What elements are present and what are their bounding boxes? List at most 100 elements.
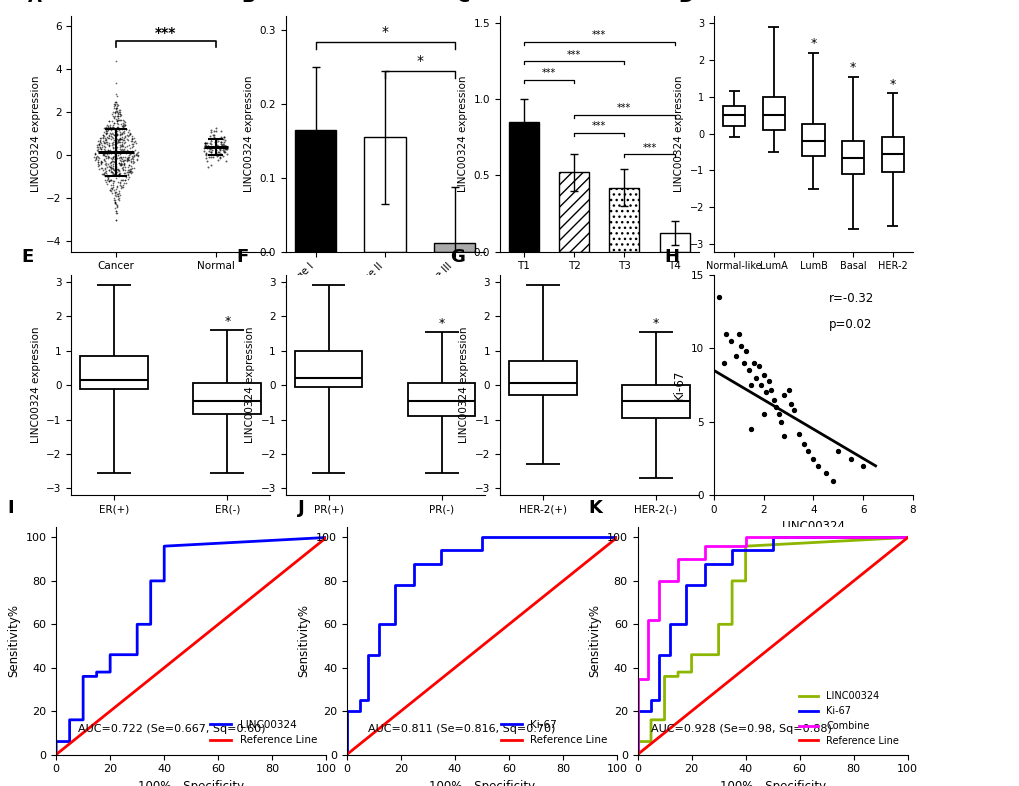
Point bbox=[113, 181, 129, 193]
Point bbox=[104, 166, 120, 178]
Point bbox=[110, 136, 126, 149]
Point bbox=[99, 170, 115, 182]
Point bbox=[755, 369, 771, 381]
Point bbox=[120, 163, 137, 176]
Text: E: E bbox=[21, 248, 34, 266]
Ki-67 bbox=[652, 650, 664, 659]
Point bbox=[90, 141, 106, 153]
Point bbox=[216, 139, 232, 152]
Point bbox=[110, 123, 126, 136]
Point bbox=[125, 140, 142, 152]
Text: C: C bbox=[455, 0, 469, 6]
Point bbox=[200, 141, 216, 154]
LINC00324 bbox=[644, 736, 656, 746]
Ki-67 bbox=[408, 581, 420, 590]
Point bbox=[105, 163, 121, 175]
Point bbox=[121, 127, 138, 140]
Point bbox=[108, 136, 124, 149]
Point bbox=[198, 147, 214, 160]
Point bbox=[100, 164, 116, 177]
Point bbox=[102, 174, 118, 186]
Ki-67 bbox=[663, 619, 676, 629]
Point bbox=[103, 165, 119, 178]
Point bbox=[104, 138, 120, 150]
Point bbox=[117, 174, 133, 186]
Point bbox=[104, 155, 120, 167]
Point bbox=[104, 122, 120, 134]
Point bbox=[91, 138, 107, 150]
Point bbox=[100, 119, 116, 132]
Point bbox=[108, 90, 124, 102]
Point bbox=[107, 202, 123, 215]
Ki-67 bbox=[680, 581, 692, 590]
Point bbox=[107, 96, 123, 108]
Point bbox=[109, 114, 125, 127]
Point bbox=[108, 152, 124, 165]
Point bbox=[100, 144, 116, 156]
Point bbox=[118, 123, 135, 136]
Point bbox=[87, 150, 103, 163]
Point bbox=[103, 156, 119, 168]
Point bbox=[112, 159, 128, 171]
Point bbox=[757, 386, 773, 399]
Point bbox=[95, 148, 111, 160]
Point bbox=[123, 138, 140, 150]
Point bbox=[202, 129, 218, 141]
Point bbox=[92, 141, 108, 154]
Point bbox=[100, 152, 116, 164]
Line: LINC00324: LINC00324 bbox=[56, 538, 326, 755]
Point bbox=[108, 157, 124, 170]
Point bbox=[110, 121, 126, 134]
Point bbox=[101, 140, 117, 152]
Point bbox=[111, 168, 127, 181]
Point bbox=[107, 109, 123, 122]
Point bbox=[210, 149, 226, 161]
Text: r=-0.32: r=-0.32 bbox=[828, 292, 873, 304]
Text: p=0.02: p=0.02 bbox=[828, 318, 872, 331]
Point bbox=[210, 154, 226, 167]
Point bbox=[96, 140, 112, 152]
Point bbox=[214, 141, 230, 153]
Point bbox=[108, 160, 124, 172]
Point bbox=[99, 119, 115, 131]
Point bbox=[99, 158, 115, 171]
Text: ***: *** bbox=[616, 103, 631, 113]
Point bbox=[105, 141, 121, 153]
Point bbox=[93, 156, 109, 169]
Point bbox=[101, 139, 117, 152]
Point bbox=[710, 291, 727, 303]
Point bbox=[127, 143, 144, 156]
Point bbox=[738, 345, 754, 358]
Point bbox=[213, 138, 229, 151]
Point bbox=[106, 129, 122, 141]
Point bbox=[126, 149, 143, 162]
Point bbox=[217, 134, 233, 146]
Y-axis label: LINC00324 expression: LINC00324 expression bbox=[458, 75, 468, 192]
X-axis label: 100% - Specificity: 100% - Specificity bbox=[718, 780, 825, 786]
Point bbox=[108, 164, 124, 177]
Point bbox=[102, 152, 118, 165]
Point bbox=[96, 153, 112, 166]
Point bbox=[199, 136, 215, 149]
Point bbox=[817, 467, 834, 479]
Point bbox=[129, 146, 146, 159]
Point bbox=[112, 177, 128, 189]
Point bbox=[92, 132, 108, 145]
Point bbox=[99, 138, 115, 151]
Point bbox=[100, 149, 116, 162]
Point bbox=[93, 146, 109, 159]
Ki-67 bbox=[475, 533, 488, 542]
Point bbox=[99, 171, 115, 183]
Point bbox=[123, 130, 140, 142]
Point bbox=[108, 188, 124, 200]
Point bbox=[124, 151, 141, 163]
Point bbox=[800, 445, 816, 457]
Point bbox=[752, 379, 768, 391]
Point bbox=[118, 139, 135, 152]
Point bbox=[110, 156, 126, 169]
Point bbox=[98, 127, 114, 139]
Point bbox=[104, 182, 120, 194]
Point bbox=[102, 183, 118, 196]
Bar bbox=[802, 124, 823, 156]
LINC00324 bbox=[104, 667, 116, 677]
